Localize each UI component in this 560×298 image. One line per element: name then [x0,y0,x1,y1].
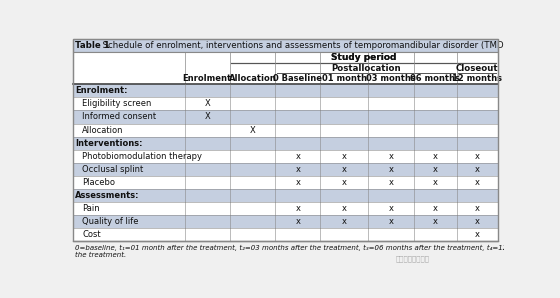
Text: x: x [475,204,480,213]
Text: x: x [475,230,480,239]
Text: x: x [342,217,347,226]
Bar [73,202,498,215]
Text: Cost: Cost [82,230,101,239]
Bar [73,111,498,124]
Bar [73,228,498,241]
Bar [73,136,498,150]
Bar [73,52,498,84]
Bar [73,163,498,176]
Text: x: x [295,152,300,161]
Bar [73,215,498,228]
Bar [73,39,498,241]
Bar [73,150,498,163]
Text: x: x [433,152,438,161]
Text: x: x [389,165,394,174]
Text: x: x [433,217,438,226]
Bar [73,124,498,136]
Bar [73,97,498,111]
Text: Postallocation: Postallocation [331,63,401,73]
Text: x: x [389,217,394,226]
Text: x: x [342,165,347,174]
Text: 新一口腔正奚林军: 新一口腔正奚林军 [395,255,430,262]
Text: x: x [389,204,394,213]
Text: Allocation: Allocation [82,125,124,135]
Text: Interventions:: Interventions: [76,139,143,148]
Text: Photobiomodulation therapy: Photobiomodulation therapy [82,152,202,161]
Text: 12 months: 12 months [452,74,502,83]
Text: 03 months: 03 months [366,74,416,83]
Text: x: x [342,152,347,161]
Text: Occlusal splint: Occlusal splint [82,165,144,174]
Text: Eligibility screen: Eligibility screen [82,100,152,108]
Bar [73,39,498,52]
Text: Closeout: Closeout [456,63,498,73]
Text: Enrolment:: Enrolment: [76,86,128,95]
Text: x: x [342,178,347,187]
Text: Placebo: Placebo [82,178,115,187]
Bar [73,176,498,189]
Text: Pain: Pain [82,204,100,213]
Text: x: x [475,178,480,187]
Text: Study period: Study period [331,53,396,62]
Text: 0 Baseline: 0 Baseline [273,74,323,83]
Text: x: x [475,217,480,226]
Text: Schedule of enrolment, interventions and assessments of temporomandibular disord: Schedule of enrolment, interventions and… [97,41,553,50]
Text: x: x [295,178,300,187]
Text: X: X [204,113,210,122]
Text: 01 month: 01 month [322,74,367,83]
Text: x: x [295,217,300,226]
Text: Table 1: Table 1 [76,41,110,50]
Text: x: x [433,178,438,187]
Text: x: x [475,165,480,174]
Text: x: x [433,165,438,174]
Text: x: x [295,165,300,174]
Text: Enrolment: Enrolment [183,74,232,83]
Text: Allocation: Allocation [228,74,277,83]
Text: Assessments:: Assessments: [76,191,140,200]
Text: x: x [342,204,347,213]
Text: x: x [295,204,300,213]
Text: Quality of life: Quality of life [82,217,139,226]
Text: x: x [389,178,394,187]
Text: Informed consent: Informed consent [82,113,157,122]
Text: x: x [389,152,394,161]
Text: Study period: Study period [331,53,396,62]
Text: x: x [433,204,438,213]
Bar [73,189,498,202]
Text: 06 months: 06 months [410,74,460,83]
Bar [73,84,498,97]
Text: 0=baseline, t₁=01 month after the treatment, t₂=03 months after the treatment, t: 0=baseline, t₁=01 month after the treatm… [74,244,554,257]
Text: x: x [475,152,480,161]
Text: X: X [250,125,255,135]
Text: X: X [204,100,210,108]
